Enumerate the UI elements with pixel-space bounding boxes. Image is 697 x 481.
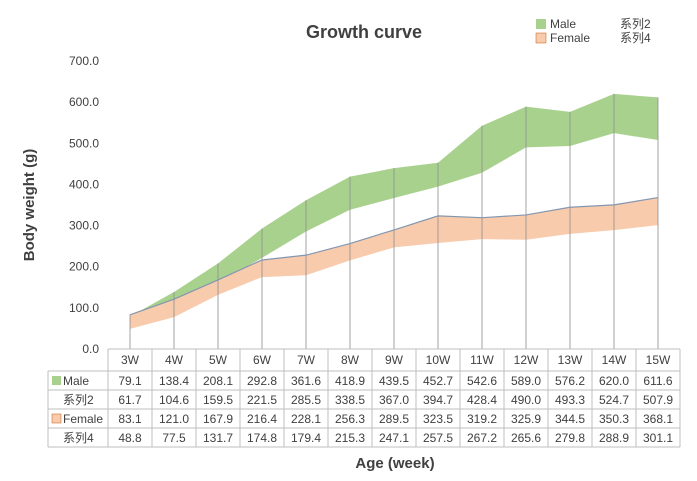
table-cell: 121.0 [159,412,189,426]
table-cell: 344.5 [555,412,585,426]
data-table: 3W 4W 5W 6W 7W 8W 9W 10W 11W 12W 13W 14W 15W Male 79.1… [47,349,681,448]
table-cell: 368.1 [643,412,673,426]
table-cell: 247.1 [379,431,409,445]
table-cell: 159.5 [203,393,233,407]
legend-label: Male [550,17,576,31]
table-cell: 79.1 [118,374,142,388]
category-label: 4W [165,353,184,367]
plot-area: 0.0 100.0 200.0 300.0 400.0 500.0 600.0 700.0 [69,54,680,356]
table-cell: 301.1 [643,431,673,445]
table-cell: 267.2 [467,431,497,445]
table-cell: 439.5 [379,374,409,388]
y-tick-label: 400.0 [69,177,99,191]
table-cell: 493.3 [555,393,585,407]
table-cell: 279.8 [555,431,585,445]
table-cell: 174.8 [247,431,277,445]
table-cell: 288.9 [599,431,629,445]
table-series-name: 系列4 [63,431,94,445]
table-cell: 179.4 [291,431,321,445]
table-cell: 418.9 [335,374,365,388]
legend-label: 系列4 [620,31,651,45]
table-cell: 490.0 [511,393,541,407]
chart-title: Growth curve [306,22,422,42]
table-cell: 361.6 [291,374,321,388]
table-series-name: 系列2 [63,393,94,407]
category-label: 3W [121,353,140,367]
female-outline-line [129,196,659,316]
x-axis-title: Age (week) [355,455,434,472]
category-label: 12W [514,353,539,367]
legend-key [536,19,546,29]
table-cell: 138.4 [159,374,189,388]
category-label: 15W [646,353,671,367]
category-label: 7W [297,353,316,367]
table-cell: 576.2 [555,374,585,388]
table-cell: 216.4 [247,412,277,426]
table-cell: 131.7 [203,431,233,445]
legend-key [535,32,547,44]
y-tick-label: 300.0 [69,219,99,233]
table-cell: 394.7 [423,393,453,407]
table-cell: 338.5 [335,393,365,407]
category-label: 10W [426,353,451,367]
table-cell: 367.0 [379,393,409,407]
category-label: 8W [341,353,360,367]
table-cell: 611.6 [643,374,672,388]
table-cell: 285.5 [291,393,321,407]
table-cell: 256.3 [335,412,365,426]
table-cell: 167.9 [203,412,233,426]
legend-label: Female [550,31,590,45]
table-cell: 319.2 [467,412,497,426]
table-legend-key [51,413,62,424]
table-cell: 292.8 [247,374,277,388]
y-axis-title: Body weight (g) [21,149,38,262]
table-cell: 620.0 [599,374,629,388]
table-cell: 542.6 [467,374,497,388]
table-cell: 104.6 [159,393,189,407]
table-cell: 257.5 [423,431,453,445]
legend: Male 系列2 Female 系列4 [535,17,651,45]
y-tick-label: 700.0 [69,54,99,68]
table-cell: 61.7 [118,393,142,407]
y-tick-label: 0.0 [82,342,99,356]
category-label: 9W [385,353,404,367]
category-label: 6W [253,353,272,367]
table-legend-key [52,376,61,385]
y-tick-label: 600.0 [69,95,99,109]
category-label: 13W [558,353,583,367]
table-cell: 325.9 [511,412,541,426]
table-cell: 228.1 [291,412,321,426]
table-cell: 350.3 [599,412,629,426]
category-label: 14W [602,353,627,367]
table-cell: 208.1 [203,374,233,388]
y-tick-label: 500.0 [69,136,99,150]
table-cell: 221.5 [247,393,277,407]
table-cell: 48.8 [118,431,142,445]
table-cell: 77.5 [162,431,186,445]
category-label: 11W [470,353,494,367]
y-tick-label: 200.0 [69,260,99,274]
table-cell: 83.1 [118,412,142,426]
table-cell: 289.5 [379,412,409,426]
table-cell: 265.6 [511,431,541,445]
y-tick-label: 100.0 [69,301,99,315]
category-label: 5W [209,353,228,367]
table-cell: 524.7 [599,393,629,407]
table-series-name: Male [63,374,89,388]
table-cell: 323.5 [423,412,453,426]
table-cell: 428.4 [467,393,497,407]
table-series-name: Female [63,412,103,426]
table-cell: 452.7 [423,374,453,388]
legend-label: 系列2 [620,17,651,31]
table-cell: 507.9 [643,393,673,407]
table-cell: 589.0 [511,374,541,388]
table-cell: 215.3 [335,431,365,445]
